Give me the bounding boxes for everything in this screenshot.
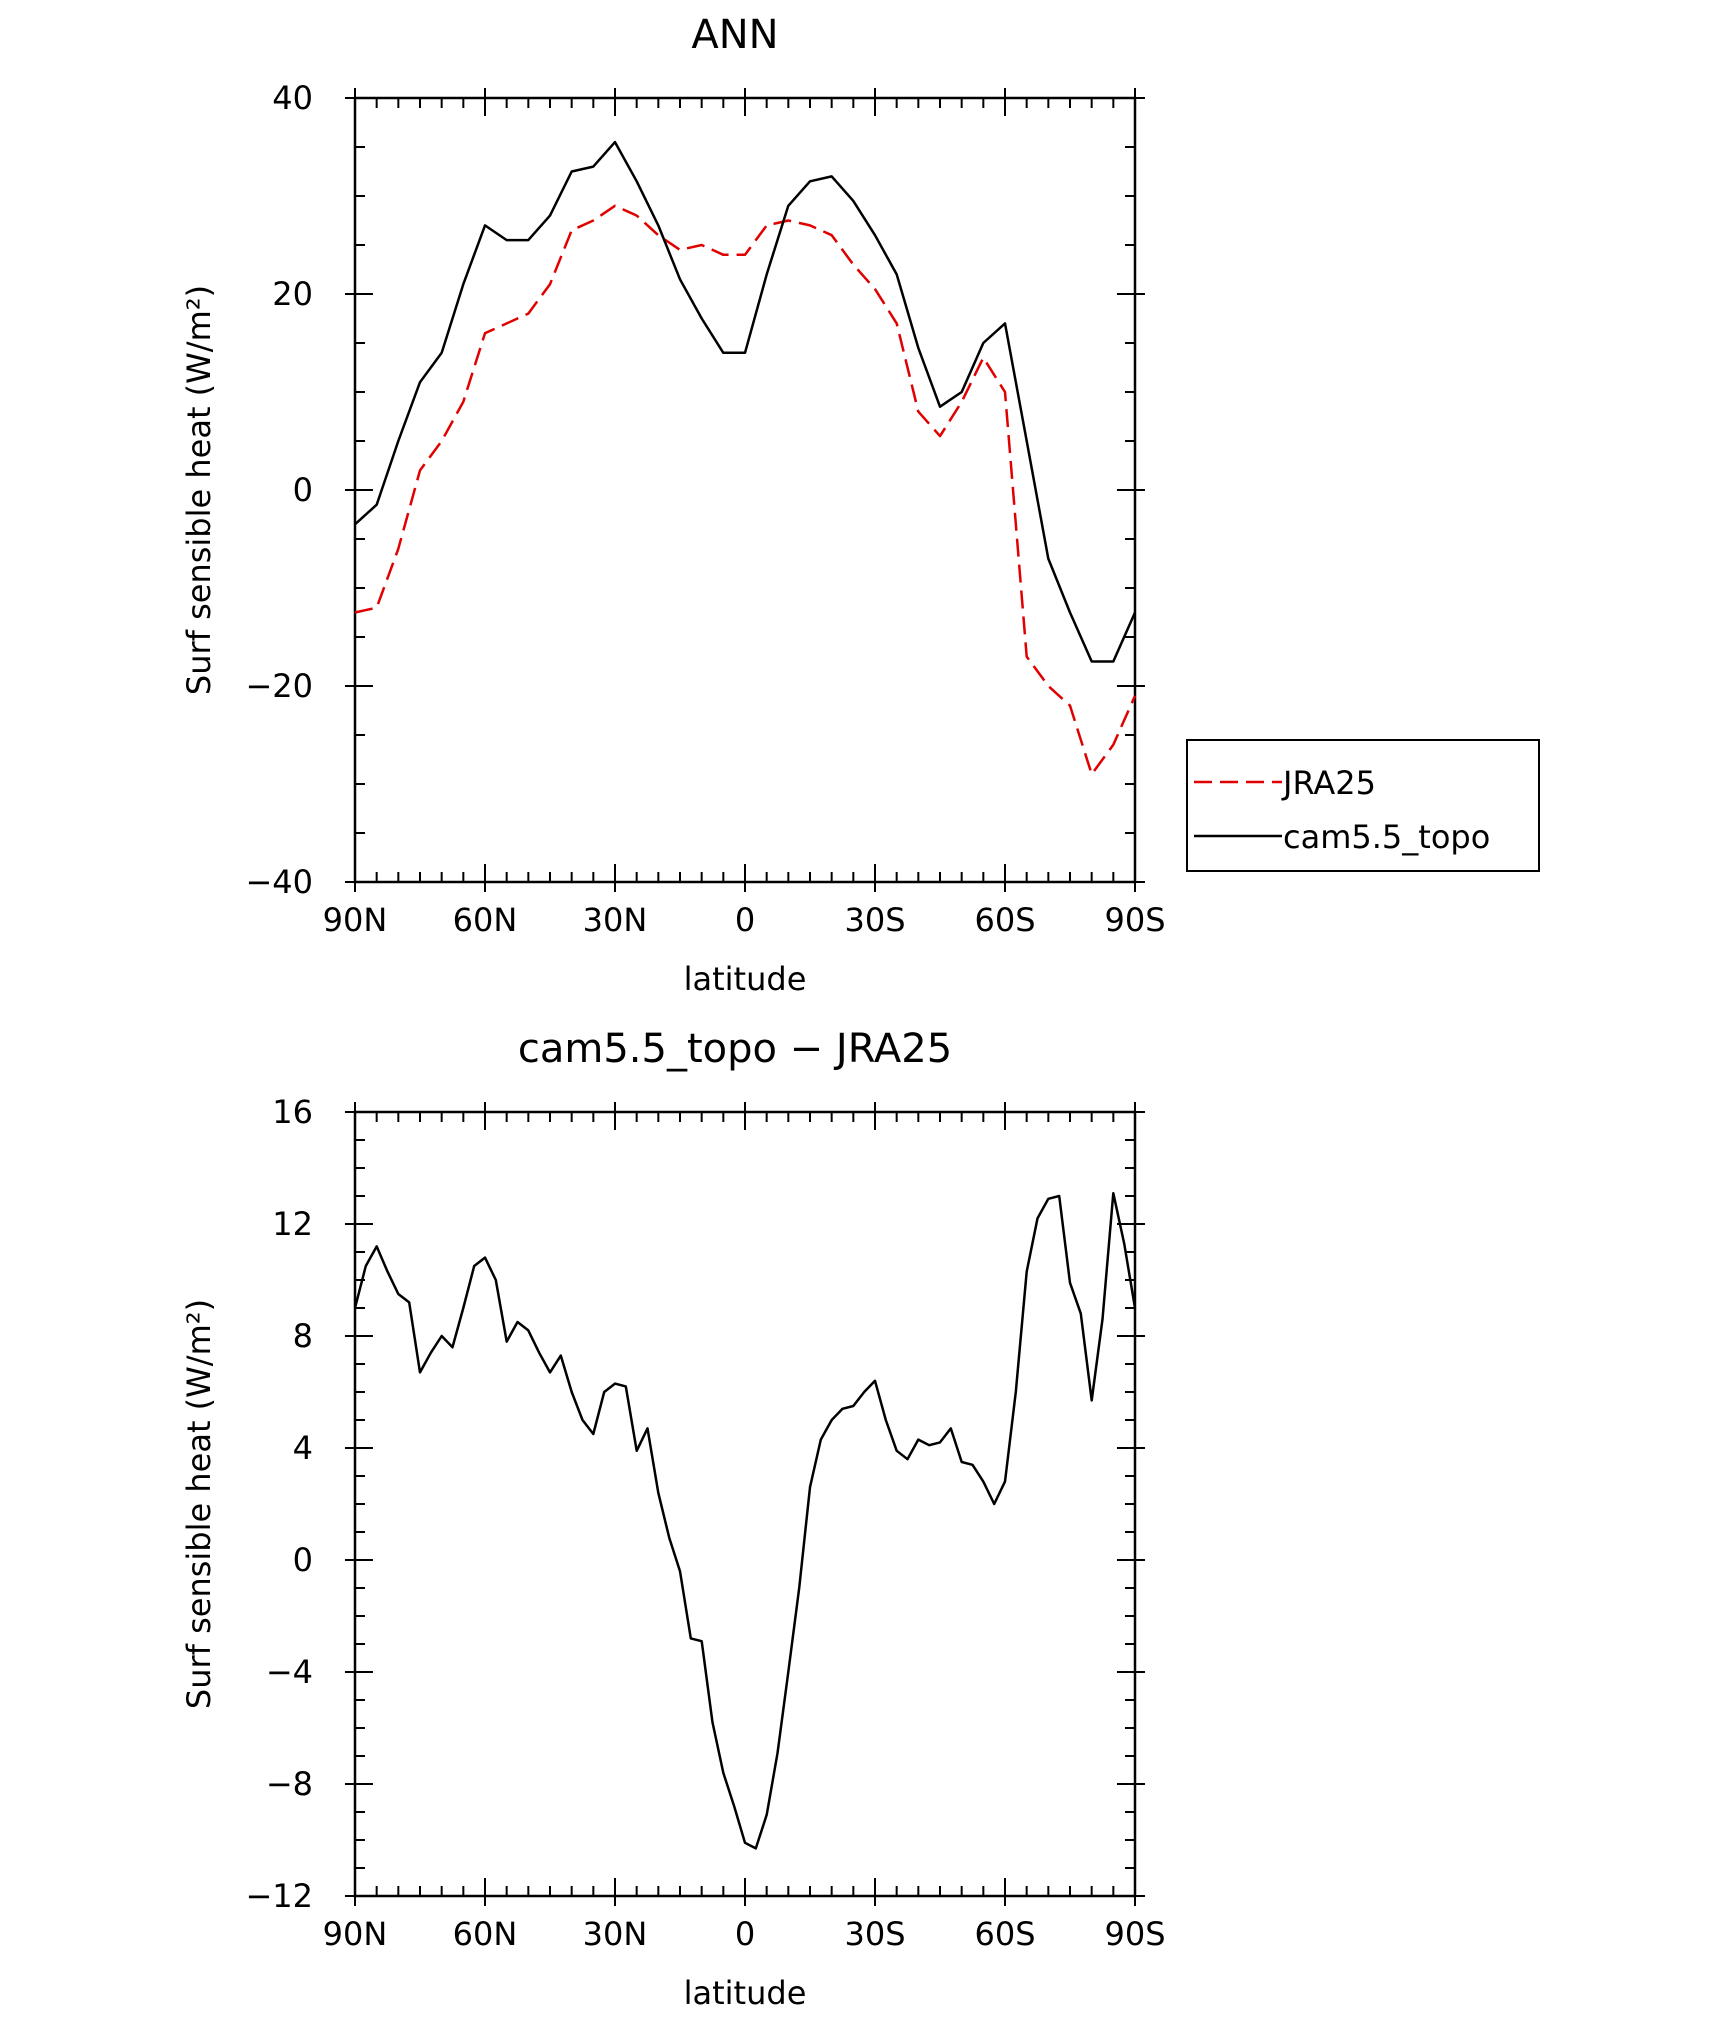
x-tick-label: 30S [844,1915,905,1953]
x-tick-label: 30N [583,1915,648,1953]
top-panel-ann: 90N 60N 30N 0 30S 60S 90S 40 20 0 −20 −40 latitude Su… [180,12,1540,998]
y-tick-label: −12 [245,1877,313,1915]
legend: JRA25 cam5.5_topo [1186,739,1540,872]
series-line-jra25 [354,204,1137,776]
x-tick-label: 0 [735,901,755,939]
plot-frame [353,96,1137,884]
y-tick-label: 0 [293,1541,313,1579]
y-tick-label: 16 [272,1093,313,1131]
x-tick-label: 60S [974,1915,1035,1953]
y-tick-label: 12 [272,1205,313,1243]
x-tick-label: 30N [583,901,648,939]
x-tick-label: 0 [735,1915,755,1953]
x-tick-label: 60S [974,901,1035,939]
x-tick-label: 90S [1104,901,1165,939]
y-tick-label: −20 [245,667,313,705]
y-tick-label: 40 [272,79,313,117]
y-tick-label: 0 [293,471,313,509]
x-tick-label: 90N [323,1915,388,1953]
y-tick-label: 20 [272,275,313,313]
x-axis-title: latitude [684,1974,807,2012]
plot-frame [353,1110,1137,1898]
y-axis-title: Surf sensible heat (W/m²) [180,285,218,695]
y-tick-label: 8 [293,1317,313,1355]
y-tick-label: −40 [245,863,313,901]
series-line-series-0 [353,1191,1137,1850]
y-tick-label: 4 [293,1429,313,1467]
x-axis-title: latitude [684,960,807,998]
legend-label: JRA25 [1281,764,1376,802]
x-tick-label: 90S [1104,1915,1165,1953]
legend-label: cam5.5_topo [1283,818,1490,856]
series-line-cam5-5-topo [354,140,1137,663]
x-tick-label: 30S [844,901,905,939]
bottom-panel-difference: 90N 60N 30N 0 30S 60S 90S 16 12 8 4 0 −4 −8 −12 latitud… [180,1026,1166,2012]
plot-title: cam5.5_topo − JRA25 [518,1026,952,1072]
x-tick-label: 60N [453,901,518,939]
plot-title: ANN [691,12,778,58]
x-tick-label: 90N [323,901,388,939]
y-axis-title: Surf sensible heat (W/m²) [180,1299,218,1709]
x-tick-label: 60N [453,1915,518,1953]
y-tick-label: −8 [266,1765,313,1803]
legend-box [1186,739,1540,872]
y-tick-label: −4 [266,1653,313,1691]
